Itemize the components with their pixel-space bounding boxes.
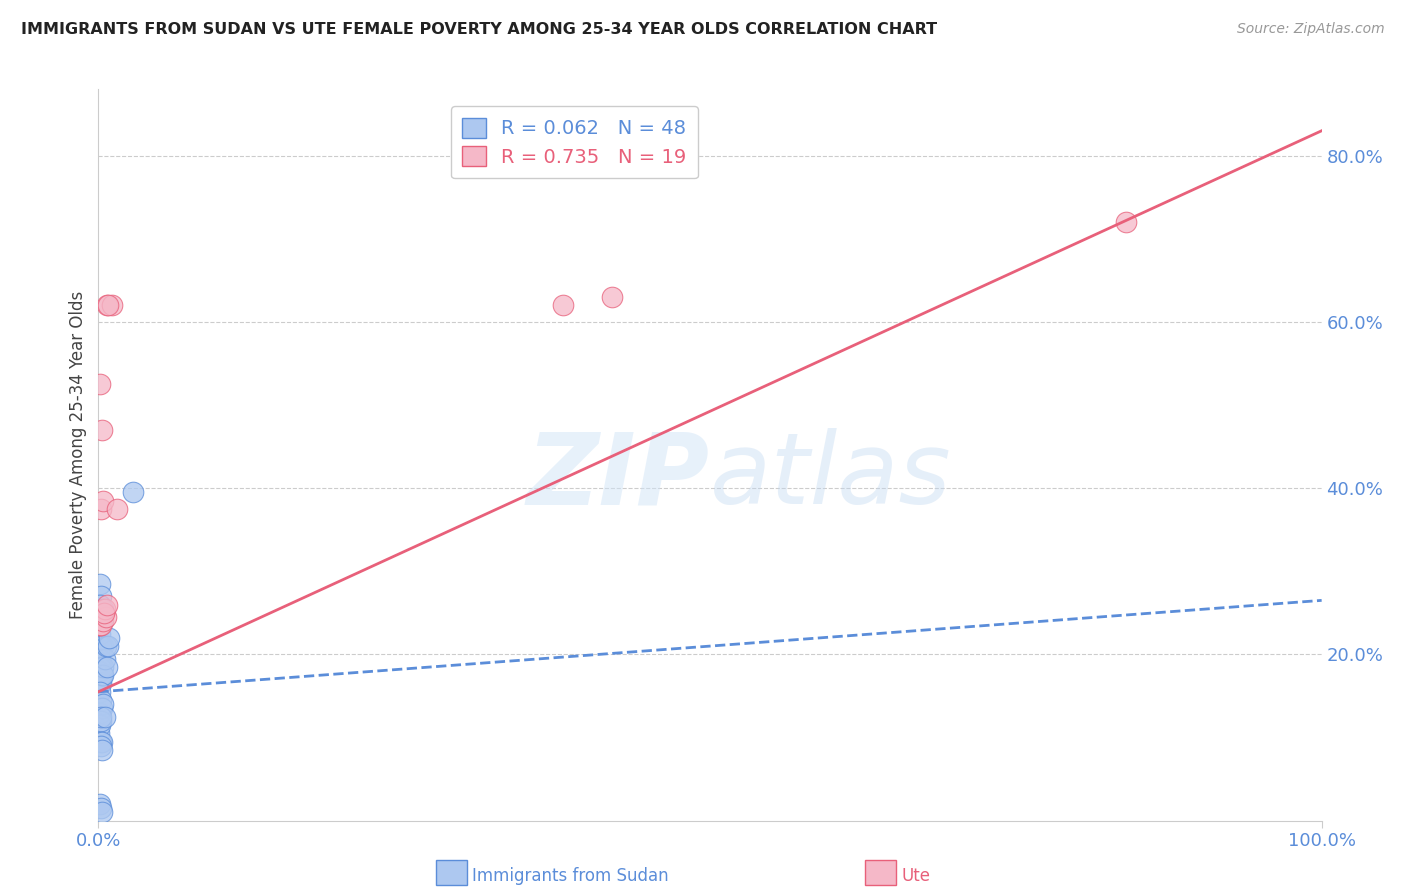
Point [91, 701, 114, 715]
Point [90, 502, 112, 516]
Point [91, 668, 114, 682]
Point [91, 805, 114, 820]
Point [91, 668, 114, 682]
Point [89, 618, 111, 632]
Y-axis label: Female Poverty Among 25-34 Year Olds: Female Poverty Among 25-34 Year Olds [69, 291, 87, 619]
Point [97, 639, 120, 653]
Point [98, 631, 121, 645]
Text: atlas: atlas [710, 428, 952, 525]
Point [87, 673, 110, 687]
Point [89, 718, 111, 732]
Point [93, 651, 115, 665]
Point [91, 493, 114, 508]
Point [89, 664, 111, 678]
Point [93, 601, 115, 615]
Point [89, 377, 111, 392]
Point [89, 576, 111, 591]
Point [600, 290, 623, 304]
Point [89, 626, 111, 640]
Point [90, 618, 112, 632]
Point [93, 710, 115, 724]
Point [90, 693, 112, 707]
Text: Ute: Ute [901, 867, 931, 885]
Legend: R = 0.062   N = 48, R = 0.735   N = 19: R = 0.062 N = 48, R = 0.735 N = 19 [451, 106, 699, 178]
Point [90, 710, 112, 724]
Point [94, 639, 117, 653]
Point [89, 651, 111, 665]
Point [90, 656, 112, 670]
Point [90, 639, 112, 653]
Point [90, 589, 112, 603]
Point [96, 660, 118, 674]
Point [90, 618, 112, 632]
Point [91, 601, 114, 615]
Point [553, 298, 575, 312]
Point [91, 639, 114, 653]
Point [89, 685, 111, 699]
Point [90, 739, 112, 753]
Point [89, 660, 111, 674]
Point [91, 614, 114, 628]
Point [90, 801, 112, 815]
Point [91, 423, 114, 437]
Point [97, 298, 120, 312]
Point [91, 614, 114, 628]
Point [94, 610, 117, 624]
Point [93, 606, 115, 620]
Text: IMMIGRANTS FROM SUDAN VS UTE FEMALE POVERTY AMONG 25-34 YEAR OLDS CORRELATION CH: IMMIGRANTS FROM SUDAN VS UTE FEMALE POVE… [21, 22, 938, 37]
Point [90, 673, 112, 687]
Point [91, 601, 114, 615]
Point [91, 660, 114, 674]
Point [89, 676, 111, 690]
Point [89, 656, 111, 670]
Point [121, 485, 143, 500]
Point [91, 743, 114, 757]
Point [89, 706, 111, 720]
Text: ZIP: ZIP [527, 428, 710, 525]
Text: Source: ZipAtlas.com: Source: ZipAtlas.com [1237, 22, 1385, 37]
Point [90, 734, 112, 748]
Point [89, 726, 111, 740]
Point [1115, 215, 1137, 229]
Text: Immigrants from Sudan: Immigrants from Sudan [472, 867, 669, 885]
Point [89, 598, 111, 612]
Point [90, 676, 112, 690]
Point [96, 298, 118, 312]
Point [101, 298, 124, 312]
Point [89, 618, 111, 632]
Point [105, 502, 128, 516]
Point [90, 714, 112, 728]
Point [96, 598, 118, 612]
Point [91, 734, 114, 748]
Point [91, 698, 114, 712]
Point [90, 668, 112, 682]
Point [89, 610, 111, 624]
Point [91, 668, 114, 682]
Point [89, 797, 111, 811]
